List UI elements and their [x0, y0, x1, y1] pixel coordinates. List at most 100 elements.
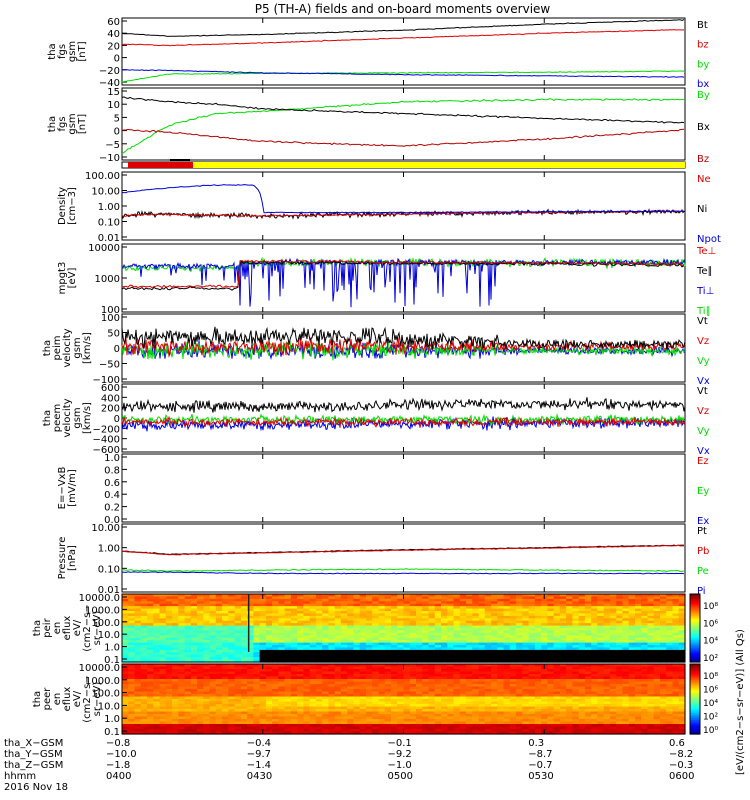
ephemeris-value: −8.2 [669, 749, 694, 760]
legend-label: Vy [697, 356, 710, 367]
y-axis-label: tha [47, 43, 58, 59]
legend-label: Ni [697, 204, 707, 215]
y-tick-label: 0.4 [104, 490, 120, 501]
y-tick-label: −600 [93, 445, 120, 456]
ephemeris-value: −8.7 [528, 749, 553, 760]
y-tick-label: 200 [101, 404, 120, 415]
series-Vz [121, 335, 686, 358]
y-axis-label: en [52, 693, 63, 706]
legend-label: Te⊥ [696, 246, 716, 257]
y-axis-label: E=−VxB [57, 467, 68, 510]
legend-label: Ex [697, 516, 709, 527]
y-axis-label: sr−eV) [92, 682, 103, 717]
legend-label: Bt [697, 20, 708, 31]
y-axis-label: Pressure [57, 537, 68, 580]
series-Ne [121, 209, 685, 218]
y-axis-label: [km/s] [82, 402, 93, 434]
series-By [121, 98, 685, 154]
y-tick-label: 1.0 [104, 714, 120, 725]
y-tick-label: 600 [101, 383, 120, 394]
colorbar-tick-label: 10⁸ [703, 672, 718, 682]
ephemeris-value: −0.1 [387, 738, 412, 749]
legend-label: Ti∥ [696, 306, 711, 317]
ephemeris-value: −0.3 [669, 760, 694, 771]
legend-label: Pt [697, 526, 707, 537]
legend-label: Pe [697, 566, 709, 577]
y-tick-label: 100.0 [91, 618, 120, 629]
series-bx [121, 69, 685, 78]
ephemeris-label: tha_Y−GSM [4, 749, 63, 760]
ephemeris-value: −0.4 [246, 738, 272, 749]
legend-label: Pi [697, 586, 706, 597]
y-axis-label: [nPa] [67, 545, 78, 571]
legend-label: Vz [697, 336, 709, 347]
colorbar-frame [689, 593, 701, 663]
ephemeris-value: 0400 [106, 771, 132, 782]
series-Vx [121, 415, 686, 432]
y-tick-label: 0.0 [104, 515, 120, 526]
y-tick-label: 1000.0 [85, 605, 120, 616]
legend-label: bz [697, 40, 709, 51]
ephemeris-value: 0430 [246, 771, 273, 782]
y-axis-label: peem [52, 404, 63, 432]
series-Pe [121, 568, 685, 572]
ephemeris-value: 0530 [528, 771, 554, 782]
ephemeris-value: 0600 [669, 771, 695, 782]
status-bar-yellow [193, 162, 685, 168]
y-tick-label: 0 [114, 414, 120, 425]
ephemeris-value: −0.7 [528, 760, 553, 771]
status-bar-mark [170, 159, 190, 161]
y-axis-label: tha [42, 410, 53, 426]
y-tick-label: 5 [114, 113, 120, 124]
y-tick-label: 0.1 [104, 727, 120, 738]
legend-label: Vx [697, 376, 710, 387]
y-tick-label: 10.0 [98, 701, 120, 712]
y-tick-label: 50 [107, 329, 120, 340]
series-bz [121, 29, 685, 47]
legend-label: Pb [697, 546, 709, 557]
y-tick-label: 100 [101, 313, 120, 324]
ephemeris-value: 0500 [387, 771, 413, 782]
y-tick-label: 1.00 [98, 544, 120, 555]
legend-label: Vt [697, 386, 708, 397]
y-tick-label: −10 [99, 153, 120, 164]
ephemeris-value: −0.8 [106, 738, 131, 749]
y-tick-label: 40 [107, 29, 120, 40]
y-axis-label: gsm [72, 407, 83, 428]
legend-label: Ne [697, 174, 711, 185]
y-axis-label: eV/ [72, 690, 83, 707]
y-tick-label: 0.6 [104, 478, 120, 489]
y-tick-label: 10.00 [91, 187, 120, 198]
panel-p3: 100.00 10.00 1.00 0.10 0.01 Density [cm−3] Ne Ni… [57, 171, 721, 245]
y-axis-label: peir [42, 617, 53, 637]
y-tick-label: 1.00 [98, 202, 120, 213]
y-tick-label: 0.01 [98, 233, 120, 244]
y-tick-label: 10.0 [98, 630, 120, 641]
y-axis-label: [cm−3] [67, 187, 78, 225]
panel-frame [121, 171, 686, 241]
series-Bt [121, 19, 685, 37]
y-axis-label: (cm2−s− [82, 675, 93, 722]
y-axis-label: eflux [62, 687, 73, 712]
colorbar-bottom: 10⁸ 10⁶ 10⁴ 10² 10⁰ [689, 663, 718, 736]
y-axis-label: peer [42, 687, 53, 711]
y-tick-label: 10000.0 [79, 663, 120, 674]
panel-p2: 15 10 5 0 −5 −10 tha fgs gsm [nT] By Bx Bz [47, 87, 710, 165]
series-Pi [121, 571, 685, 575]
legend-label: Bz [697, 154, 709, 165]
colorbar-title: [eV/(cm2−s−sr−eV)] (All Qs) [735, 629, 746, 775]
ephemeris-value: 0.6 [669, 738, 685, 749]
colorbar-tick-label: 10⁴ [703, 637, 718, 647]
series-Vt [121, 397, 686, 413]
series-Te-par [121, 260, 685, 291]
y-tick-label: 0.10 [98, 564, 120, 575]
panel-p7: 1.00.8 0.60.4 0.20.0 E=−VxB [mV/m] Ez Ey Ex [57, 453, 709, 527]
y-axis-label: [mV/m] [67, 469, 78, 507]
y-axis-label: eflux [62, 616, 73, 641]
y-axis-label: [nT] [77, 41, 88, 61]
panel-frame [121, 87, 686, 161]
legend-label: Vz [697, 406, 709, 417]
y-axis-label: [eV] [67, 268, 78, 289]
series-Ni [121, 208, 686, 220]
